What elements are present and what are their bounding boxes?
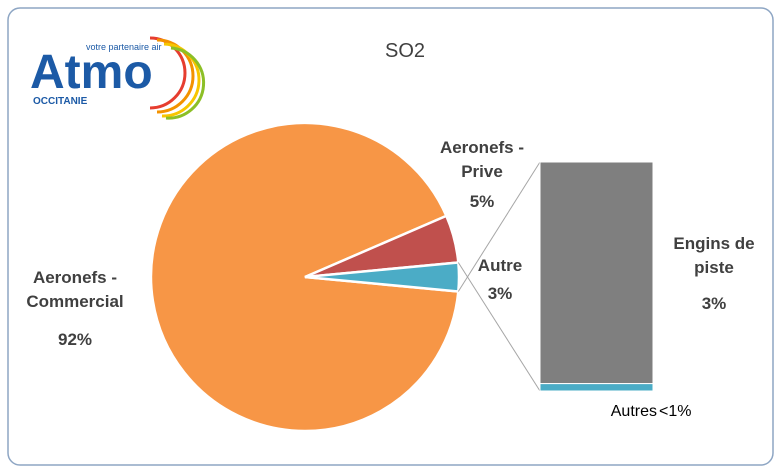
- slice-value: 3%: [487, 284, 513, 303]
- bar-label: Engins de piste: [673, 234, 755, 277]
- slice-label: Aeronefs - Prive: [439, 138, 525, 181]
- pie-slice: [149, 121, 460, 433]
- logo-arcs: [149, 36, 206, 120]
- logo-name: Atmo: [30, 46, 153, 99]
- logo-tagline: votre partenaire air: [86, 42, 162, 52]
- slice-value: 92%: [57, 330, 93, 349]
- slice-label: Aeronefs - Commercial: [26, 268, 124, 311]
- bar-label: Autres: [610, 403, 657, 420]
- slice-value: 5%: [469, 192, 495, 211]
- bar-value: <1%: [659, 403, 692, 420]
- bar-segment: [539, 161, 654, 385]
- bar-value: 3%: [701, 294, 727, 313]
- chart-title: SO2: [385, 40, 425, 62]
- logo-region: OCCITANIE: [33, 96, 88, 107]
- connector: [457, 262, 541, 392]
- bar-segment: [539, 383, 654, 392]
- slice-label: Autre: [477, 256, 523, 275]
- connector: [457, 161, 541, 292]
